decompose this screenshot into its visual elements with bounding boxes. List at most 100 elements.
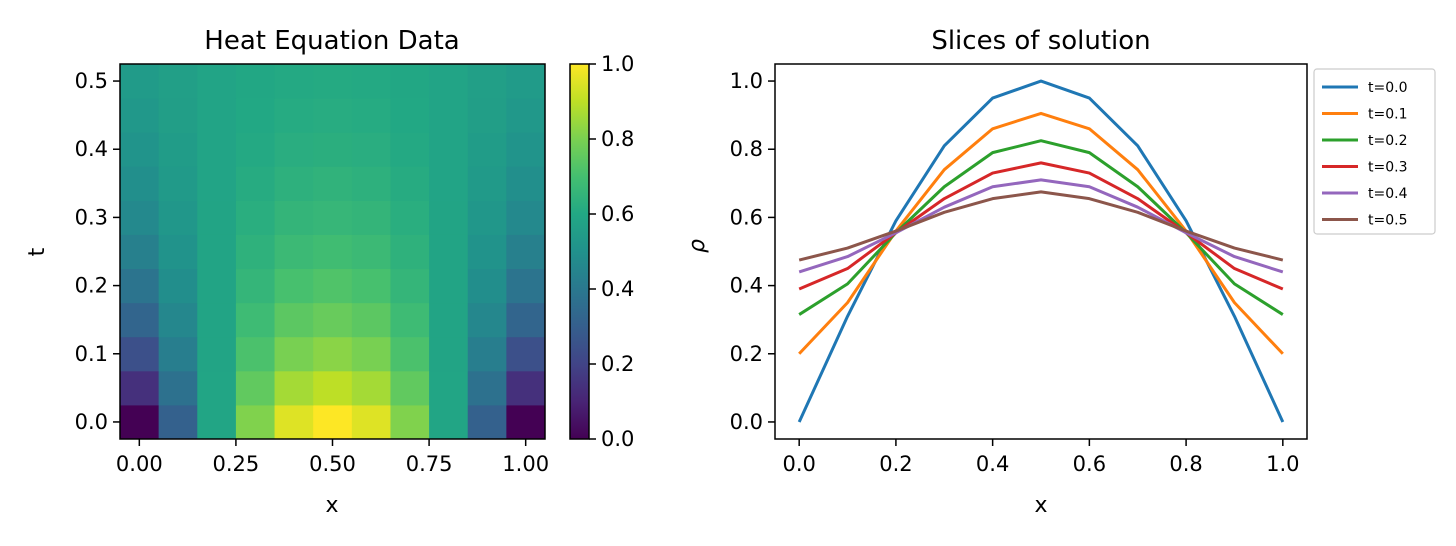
heatmap-cell bbox=[390, 268, 430, 304]
heatmap-cell bbox=[429, 336, 469, 372]
heatmap-cell bbox=[158, 302, 198, 338]
heatmap-cell bbox=[197, 370, 237, 406]
heatmap-cell bbox=[120, 200, 160, 235]
heatmap-cell bbox=[235, 200, 276, 235]
line-y-tick-label: 0.0 bbox=[730, 410, 763, 434]
heatmap-cell bbox=[235, 370, 276, 406]
line-x-tick-label: 0.4 bbox=[976, 452, 1009, 476]
heatmap-cell bbox=[197, 404, 237, 440]
legend-label: t=0.3 bbox=[1368, 160, 1407, 176]
heatmap-cell bbox=[158, 404, 198, 440]
heatmap-cell bbox=[506, 234, 546, 270]
heatmap-cell bbox=[158, 234, 198, 270]
heatmap-cell bbox=[351, 302, 391, 338]
heatmap-cell bbox=[197, 336, 237, 372]
heatmap-cell bbox=[274, 336, 314, 372]
heatmap-ylabel: t bbox=[25, 247, 50, 256]
series-line-t=0.4 bbox=[798, 178, 1284, 274]
heatmap-cell bbox=[274, 302, 314, 338]
heatmap-cell bbox=[197, 132, 237, 167]
legend-label: t=0.5 bbox=[1368, 213, 1407, 229]
heatmap-cell bbox=[274, 234, 314, 270]
heatmap-cell bbox=[274, 64, 314, 99]
line-panel: Slices of solution 0.0 0.2 0.4 0.6 0.8 1.0 0.… bbox=[685, 26, 1308, 518]
heatmap-cell bbox=[506, 336, 546, 372]
heatmap-cell bbox=[429, 268, 469, 304]
heatmap-cell bbox=[506, 200, 546, 235]
heatmap-cell bbox=[158, 268, 198, 304]
heatmap-cell bbox=[313, 370, 353, 406]
heatmap-cell bbox=[506, 404, 546, 440]
heatmap-cell bbox=[506, 166, 546, 201]
heatmap-cell bbox=[274, 200, 314, 235]
line-ylabel: ρ bbox=[685, 239, 710, 253]
heatmap-cell bbox=[313, 64, 353, 99]
heatmap-cell bbox=[506, 370, 546, 406]
heatmap-cell bbox=[235, 302, 276, 338]
heatmap-cell bbox=[390, 132, 430, 167]
heatmap-cell bbox=[467, 268, 507, 304]
heatmap-cell bbox=[120, 336, 160, 372]
line-y-tick-label: 0.8 bbox=[730, 137, 763, 161]
colorbar: 0.0 0.2 0.4 0.6 0.8 1.0 bbox=[569, 52, 634, 451]
heatmap-cell bbox=[429, 200, 469, 235]
line-y-tick-label: 0.2 bbox=[730, 342, 763, 366]
colorbar-tick-label: 1.0 bbox=[601, 52, 634, 76]
heatmap-cell bbox=[158, 64, 198, 99]
heatmap-cell bbox=[197, 200, 237, 235]
colorbar-tick-label: 0.2 bbox=[601, 352, 634, 376]
heatmap-cell bbox=[120, 166, 160, 201]
heatmap-cell bbox=[235, 234, 276, 270]
heatmap-cell bbox=[120, 404, 160, 440]
heatmap-cell bbox=[390, 370, 430, 406]
heatmap-cell bbox=[313, 268, 353, 304]
heatmap-cell bbox=[390, 336, 430, 372]
line-title: Slices of solution bbox=[931, 26, 1150, 56]
series-line-t=0.5 bbox=[798, 190, 1284, 262]
line-series-group bbox=[797, 79, 1285, 423]
line-y-ticks: 0.0 0.2 0.4 0.6 0.8 1.0 bbox=[730, 69, 775, 434]
heatmap-cell bbox=[313, 336, 353, 372]
line-x-tick-label: 0.6 bbox=[1073, 452, 1106, 476]
heatmap-x-ticks: 0.00 0.25 0.50 0.75 1.00 bbox=[116, 439, 549, 476]
colorbar-tick-label: 0.0 bbox=[601, 427, 634, 451]
heatmap-cell bbox=[390, 64, 430, 99]
colorbar-tick-label: 0.6 bbox=[601, 202, 634, 226]
heatmap-cell bbox=[429, 370, 469, 406]
heatmap-x-tick-label: 1.00 bbox=[502, 452, 549, 476]
legend: t=0.0 t=0.1 t=0.2 t=0.3 t=0.4 t=0.5 bbox=[1313, 68, 1436, 235]
line-x-tick-label: 0.2 bbox=[879, 452, 912, 476]
colorbar-ticks: 0.0 0.2 0.4 0.6 0.8 1.0 bbox=[589, 52, 634, 451]
heatmap-cell bbox=[274, 98, 314, 133]
line-x-ticks: 0.0 0.2 0.4 0.6 0.8 1.0 bbox=[782, 439, 1300, 476]
legend-label: t=0.2 bbox=[1368, 133, 1407, 149]
colorbar-tick-label: 0.8 bbox=[601, 127, 634, 151]
heatmap-cell bbox=[429, 404, 469, 440]
heatmap-cell bbox=[313, 132, 353, 167]
heatmap-panel: Heat Equation Data 0.00 0.25 0.50 0.75 1.00 … bbox=[25, 26, 549, 518]
heatmap-cell bbox=[467, 234, 507, 270]
heatmap-cell bbox=[429, 98, 469, 133]
heatmap-cell bbox=[467, 98, 507, 133]
colorbar-tick-label: 0.4 bbox=[601, 277, 634, 301]
heatmap-cell bbox=[351, 200, 391, 235]
heatmap-cell bbox=[351, 336, 391, 372]
heatmap-cell bbox=[235, 336, 276, 372]
heatmap-cell bbox=[120, 132, 160, 167]
line-x-tick-label: 1.0 bbox=[1266, 452, 1299, 476]
heatmap-cell bbox=[429, 132, 469, 167]
heatmap-x-tick-label: 0.25 bbox=[213, 452, 260, 476]
heatmap-cell bbox=[197, 302, 237, 338]
series-line-t=0.3 bbox=[798, 161, 1284, 291]
heatmap-cell bbox=[506, 98, 546, 133]
heatmap-cell bbox=[313, 302, 353, 338]
heatmap-cell bbox=[235, 404, 276, 440]
heatmap-cell bbox=[506, 302, 546, 338]
heatmap-cell bbox=[313, 404, 353, 440]
heatmap-cell bbox=[390, 166, 430, 201]
heatmap-y-tick-label: 0.5 bbox=[75, 69, 108, 93]
heatmap-cell bbox=[120, 302, 160, 338]
heatmap-cell bbox=[390, 404, 430, 440]
line-y-tick-label: 1.0 bbox=[730, 69, 763, 93]
